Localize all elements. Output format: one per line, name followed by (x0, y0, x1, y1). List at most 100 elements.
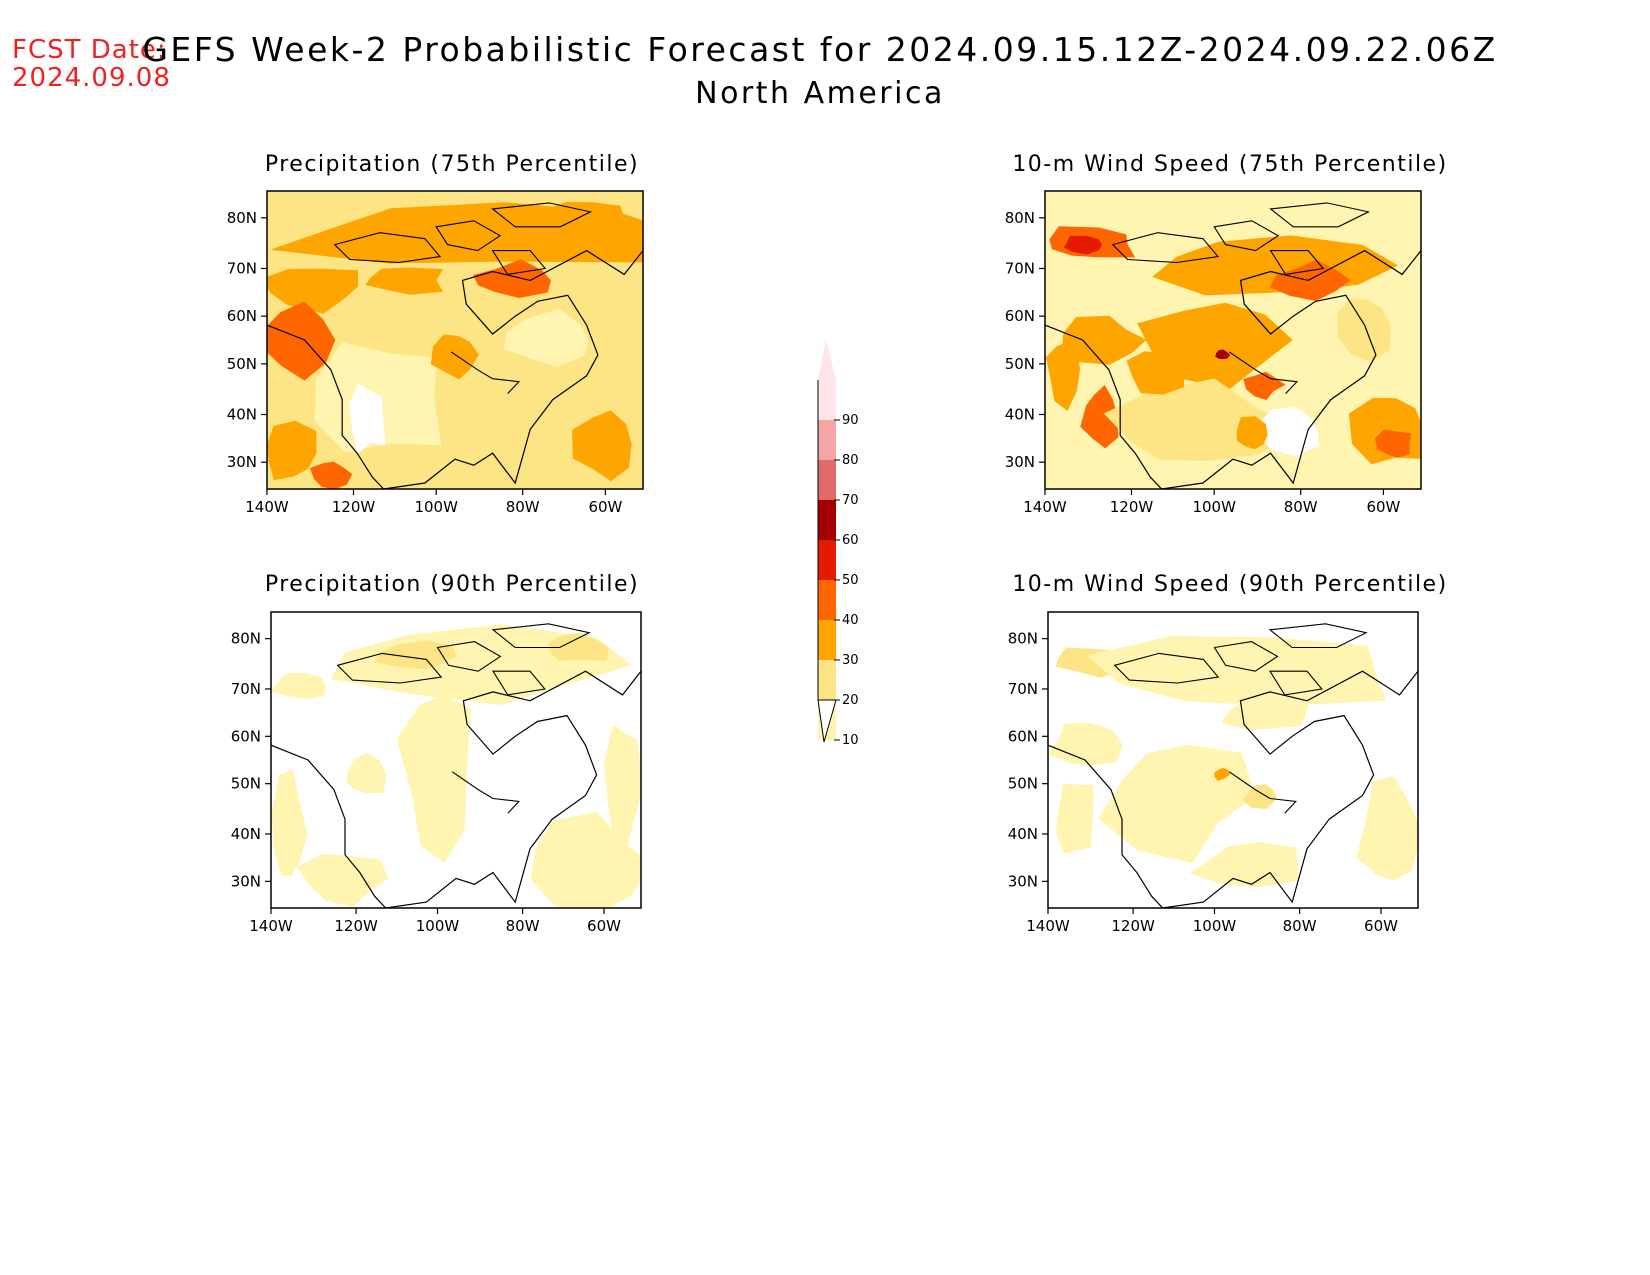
lon-label-precip-75: 140W (245, 498, 289, 516)
lon-label-wind-75: 140W (1023, 498, 1067, 516)
map-panel-wind-90: 80N 70N 60N 50N 40N 30N 140W 120W 100W 80W 60W (1008, 611, 1419, 935)
lat-label-precip-90: 30N (231, 872, 261, 890)
colorbar-label-50: 50 (842, 573, 859, 588)
lon-label-precip-75: 80W (506, 498, 540, 516)
shaded-region-wind-90-6 (1214, 767, 1230, 781)
page-title: GEFS Week-2 Probabilistic Forecast for 2… (142, 30, 1498, 69)
panel-title-wind-75: 10-m Wind Speed (75th Percentile) (1012, 152, 1448, 177)
lat-label-wind-75: 80N (1005, 209, 1035, 227)
arctic-island-precip-75-2 (491, 202, 593, 228)
panel-title-wind-90: 10-m Wind Speed (90th Percentile) (1012, 572, 1448, 597)
shaded-region-precip-90-7 (373, 640, 457, 670)
arctic-island-precip-75-0 (333, 232, 442, 264)
coastline-wind-75 (1045, 249, 1421, 489)
colorbar-swatch-80 (818, 420, 836, 460)
shaded-region-precip-90-2 (271, 769, 308, 877)
shaded-region-wind-75-13 (1281, 343, 1366, 400)
panel-title-precip-90: Precipitation (90th Percentile) (264, 572, 640, 597)
map-panel-precip-90: 80N 70N 60N 50N 40N 30N 140W 120W 100W 80W 60W (231, 611, 642, 935)
lat-label-wind-90: 80N (1008, 630, 1038, 648)
shaded-region-precip-75-11 (503, 308, 589, 367)
shaded-region-precip-90-6 (548, 632, 610, 661)
arctic-island-precip-90-3 (492, 670, 546, 696)
arctic-island-precip-90-2 (491, 623, 591, 649)
lat-label-precip-90: 40N (231, 825, 261, 843)
lat-label-precip-90: 70N (231, 680, 261, 698)
lat-label-precip-90: 80N (231, 630, 261, 648)
shaded-region-precip-75-3 (473, 259, 551, 298)
shaded-region-precip-75-4 (267, 301, 336, 381)
arctic-island-precip-90-1 (436, 641, 502, 672)
colorbar-swatch-50 (818, 540, 836, 580)
lon-label-precip-75: 60W (588, 498, 622, 516)
lon-label-wind-90: 60W (1364, 917, 1398, 935)
map-frame-wind-75 (1044, 190, 1422, 490)
map-frame-precip-90 (270, 611, 642, 909)
shaded-region-wind-75-5 (1045, 342, 1080, 411)
lon-label-precip-75: 100W (414, 498, 458, 516)
map-panel-wind-75: 80N 70N 60N 50N 40N 30N 140W 120W 100W 80W 60W (1005, 190, 1422, 516)
great-lakes-wind-90 (1228, 771, 1298, 814)
lat-label-wind-75: 70N (1005, 259, 1035, 277)
colorbar-swatch-40 (818, 580, 836, 620)
shaded-region-precip-75-2 (539, 202, 625, 245)
lon-label-precip-90: 100W (416, 917, 460, 935)
lat-label-precip-75: 80N (227, 209, 257, 227)
arctic-island-precip-90-0 (336, 652, 443, 684)
colorbar-swatch-60 (818, 500, 836, 540)
page-subtitle: North America (695, 76, 945, 111)
shaded-field-precip-75 (267, 202, 643, 489)
arctic-island-wind-90-1 (1213, 641, 1279, 672)
shaded-region-precip-75-1 (267, 268, 359, 314)
lon-label-wind-90: 80W (1283, 917, 1317, 935)
colorbar: 10 20 30 40 50 60 70 80 90 (817, 340, 859, 748)
lon-label-wind-75: 60W (1366, 498, 1400, 516)
great-lakes-precip-90 (451, 771, 521, 814)
shaded-region-wind-75-1 (1063, 235, 1103, 255)
lat-label-wind-90: 50N (1008, 775, 1038, 793)
shaded-region-wind-90-9 (1189, 842, 1299, 888)
lon-label-wind-75: 100W (1192, 498, 1236, 516)
shaded-region-wind-75-11 (1374, 429, 1412, 458)
map-frame-wind-90 (1047, 611, 1419, 909)
shaded-region-wind-75-6 (1080, 385, 1119, 449)
lon-label-wind-75: 120W (1110, 498, 1154, 516)
shaded-region-precip-90-1 (396, 695, 471, 863)
shaded-region-precip-90-9 (604, 724, 641, 857)
colorbar-label-90: 90 (842, 413, 859, 428)
shaded-region-wind-90-3 (1048, 722, 1123, 766)
shaded-region-wind-75-17 (1236, 416, 1268, 450)
colorbar-swatch-20 (818, 660, 836, 700)
colorbar-swatch-70 (818, 460, 836, 500)
shaded-region-wind-90-5 (1356, 776, 1418, 881)
shaded-field-precip-90 (271, 623, 641, 908)
colorbar-bottom-cap (817, 699, 837, 743)
arctic-island-wind-90-3 (1269, 670, 1323, 696)
shaded-region-wind-90-7 (1242, 784, 1277, 810)
lon-label-precip-90: 140W (249, 917, 293, 935)
shaded-region-wind-90-4 (1055, 783, 1094, 854)
shaded-field-wind-75 (1045, 202, 1421, 489)
arctic-island-wind-90-2 (1268, 623, 1368, 649)
lat-label-precip-75: 50N (227, 355, 257, 373)
lat-label-precip-75: 30N (227, 453, 257, 471)
lon-label-wind-90: 100W (1193, 917, 1237, 935)
shaded-region-wind-75-8 (1215, 349, 1231, 360)
fcst-date-value: 2024.09.08 (12, 63, 171, 93)
colorbar-top-cap (818, 340, 836, 380)
arctic-island-precip-75-1 (435, 220, 502, 252)
lat-label-precip-75: 40N (227, 406, 257, 424)
lon-label-wind-90: 140W (1026, 917, 1070, 935)
coastline-wind-90 (1048, 670, 1418, 908)
lat-label-precip-75: 60N (227, 307, 257, 325)
arctic-island-wind-75-0 (1111, 232, 1220, 264)
colorbar-label-70: 70 (842, 493, 859, 508)
lon-label-precip-90: 80W (506, 917, 540, 935)
shaded-region-wind-75-3 (1269, 260, 1351, 301)
lon-label-wind-90: 120W (1111, 917, 1155, 935)
lon-label-precip-90: 120W (334, 917, 378, 935)
shaded-region-precip-75-10 (349, 383, 386, 455)
arctic-island-wind-90-0 (1113, 652, 1220, 684)
colorbar-label-20: 20 (842, 693, 859, 708)
